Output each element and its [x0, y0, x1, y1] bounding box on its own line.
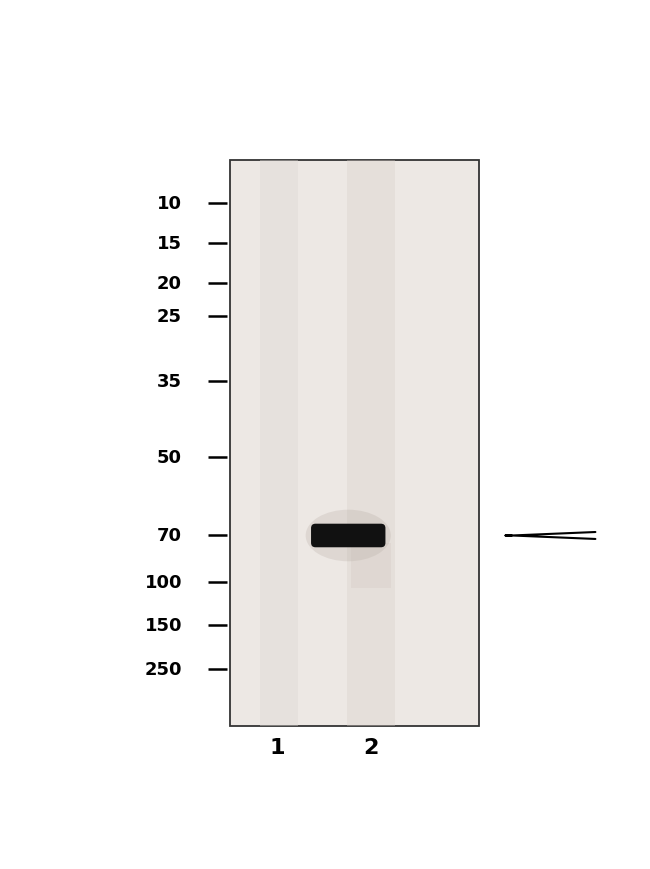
Bar [230, 161, 479, 726]
Text: 35: 35 [157, 373, 182, 391]
Text: 70: 70 [157, 527, 182, 545]
Text: 2: 2 [363, 737, 378, 757]
FancyBboxPatch shape [311, 524, 385, 547]
Text: 250: 250 [144, 660, 182, 679]
Text: 1: 1 [270, 737, 285, 757]
Bar [347, 161, 395, 726]
Text: 10: 10 [157, 195, 182, 212]
Text: 20: 20 [157, 275, 182, 293]
Text: 15: 15 [157, 235, 182, 253]
Text: 50: 50 [157, 448, 182, 467]
Bar [351, 543, 391, 588]
Text: 25: 25 [157, 308, 182, 326]
Text: 100: 100 [144, 573, 182, 591]
Bar [261, 161, 298, 726]
Text: 150: 150 [144, 616, 182, 634]
Ellipse shape [306, 510, 391, 561]
